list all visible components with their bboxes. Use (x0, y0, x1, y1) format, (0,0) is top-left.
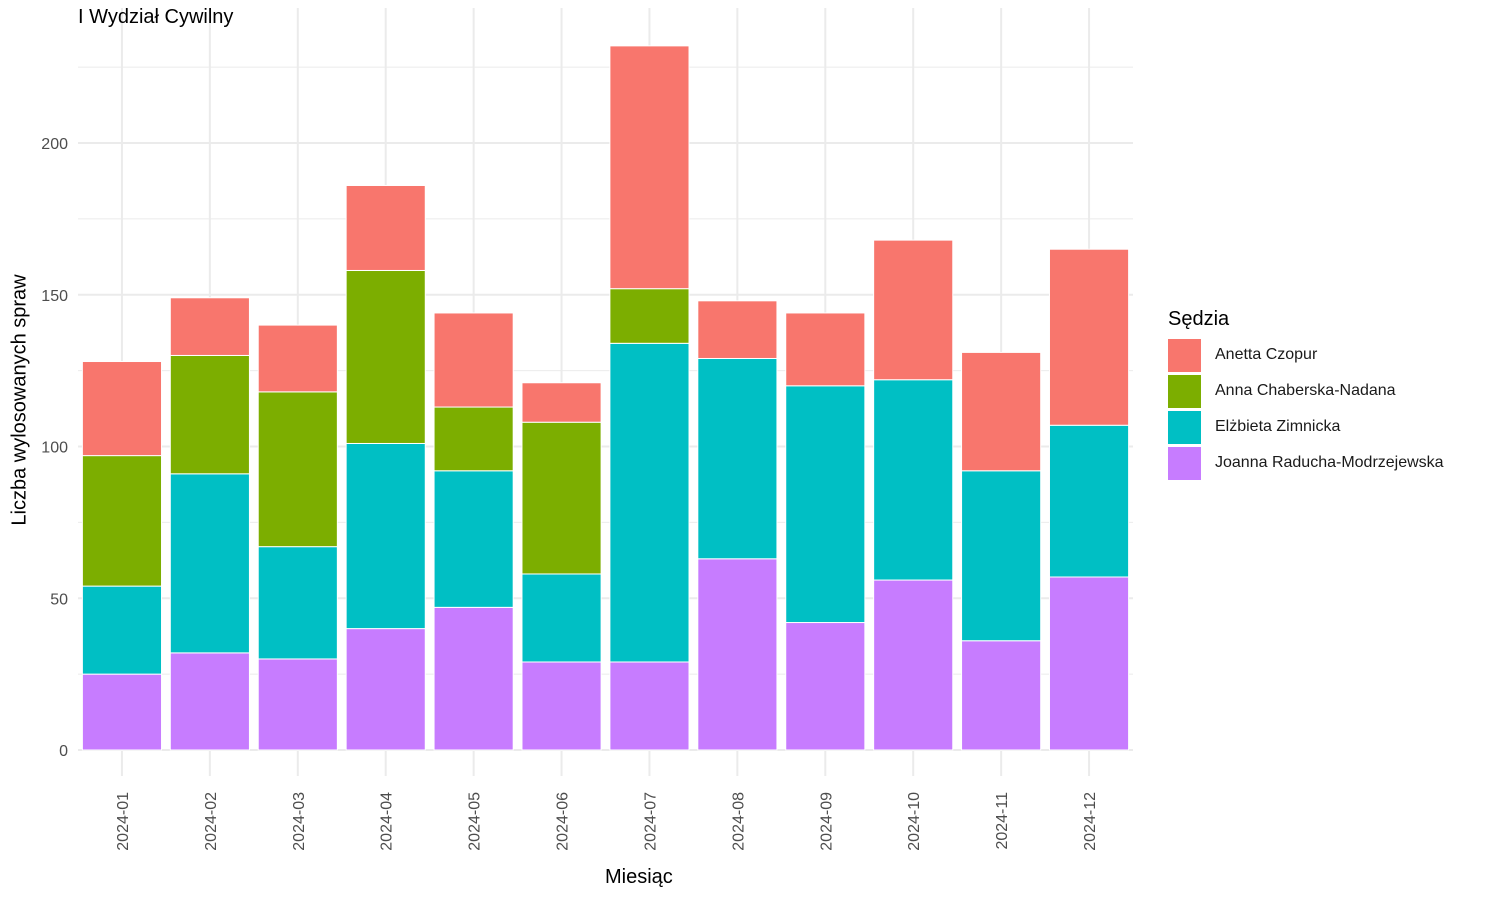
bar-segment (433, 406, 514, 472)
y-tick-label: 200 (41, 136, 68, 153)
legend-label: Joanna Raducha-Modrzejewska (1215, 454, 1444, 471)
bar-segment (873, 379, 954, 581)
bar-segment (873, 579, 954, 751)
bar-segment (785, 385, 866, 624)
bar-segment (521, 382, 602, 423)
bar-segment (873, 239, 954, 381)
bar-segment (609, 288, 690, 344)
legend-item: Joanna Raducha-Modrzejewska (1168, 445, 1444, 481)
legend-swatch (1168, 410, 1201, 444)
bar-segment (345, 628, 426, 751)
bar-segment (521, 421, 602, 575)
y-tick-label: 100 (41, 440, 68, 457)
bar-segment (169, 652, 250, 751)
x-tick-labels: 2024-01 2024-02 2024-03 2024-04 2024-05 2024-… (115, 792, 1099, 851)
bar-segment (1048, 248, 1130, 426)
bar-segment (345, 442, 426, 630)
y-tick-label: 0 (59, 743, 68, 760)
x-tick-label: 2024-03 (291, 792, 308, 851)
x-tick-label: 2024-04 (379, 792, 396, 851)
bar-segment (169, 473, 250, 654)
bar-segment (257, 546, 338, 660)
y-tick-label: 150 (41, 288, 68, 305)
x-tick-label: 2024-10 (906, 792, 923, 851)
bar-segment (345, 269, 426, 444)
chart-title: I Wydział Cywilny (78, 6, 234, 28)
x-tick-label: 2024-01 (115, 792, 132, 851)
y-tick-label: 50 (50, 591, 68, 608)
y-axis-label: Liczba wylosowanych spraw (8, 274, 31, 526)
legend-item: Anna Chaberska-Nadana (1168, 373, 1444, 409)
bar-segment (609, 661, 690, 751)
legend-swatch (1168, 446, 1201, 480)
bar-segment (433, 606, 514, 751)
bar-segment (1048, 424, 1130, 578)
x-axis-label: Miesiąc (605, 866, 673, 888)
bar-segment (433, 312, 514, 408)
bar-segment (609, 45, 690, 290)
bar-segment (521, 661, 602, 751)
y-tick-labels: 0 50 100 150 200 (41, 136, 68, 760)
x-tick-label: 2024-12 (1082, 792, 1099, 851)
bar-segment (81, 585, 163, 675)
x-tick-label: 2024-02 (203, 792, 220, 851)
x-tick-label: 2024-05 (467, 792, 484, 851)
bar-segment (697, 300, 778, 359)
bar-segment (81, 673, 163, 751)
legend-item: Elżbieta Zimnicka (1168, 409, 1444, 445)
legend-swatch (1168, 374, 1201, 408)
legend-item: Anetta Czopur (1168, 337, 1444, 373)
bar-segment (81, 455, 163, 587)
legend-label: Anetta Czopur (1215, 346, 1318, 363)
bar-segment (785, 312, 866, 387)
bars (81, 45, 1130, 751)
x-tick-label: 2024-11 (994, 792, 1011, 850)
x-tick-label: 2024-09 (818, 792, 835, 851)
bar-segment (433, 470, 514, 608)
bar-segment (961, 351, 1042, 472)
bar-segment (169, 354, 250, 475)
bar-segment (257, 324, 338, 393)
legend-swatch (1168, 338, 1201, 372)
bar-segment (697, 558, 778, 751)
bar-segment (169, 297, 250, 356)
legend-label: Elżbieta Zimnicka (1215, 418, 1341, 435)
legend-title: Sędzia (1168, 308, 1230, 330)
x-tick-label: 2024-08 (730, 792, 747, 851)
x-tick-label: 2024-07 (642, 792, 659, 851)
x-tick-label: 2024-06 (555, 792, 572, 851)
bar-segment (81, 361, 163, 457)
bar-segment (521, 573, 602, 663)
legend-label: Anna Chaberska-Nadana (1215, 382, 1396, 399)
legend-items: Anetta Czopur Anna Chaberska-Nadana Elżbie… (1168, 337, 1444, 481)
legend: Sędzia Anetta Czopur Anna Chaberska-Nadan… (1168, 308, 1444, 481)
bar-segment (785, 622, 866, 751)
bar-segment (1048, 576, 1130, 751)
bar-segment (961, 640, 1042, 751)
bar-segment (257, 391, 338, 548)
bar-segment (345, 184, 426, 271)
bar-segment (609, 342, 690, 663)
bar-segment (697, 357, 778, 560)
bar-segment (257, 658, 338, 751)
bar-segment (961, 470, 1042, 642)
